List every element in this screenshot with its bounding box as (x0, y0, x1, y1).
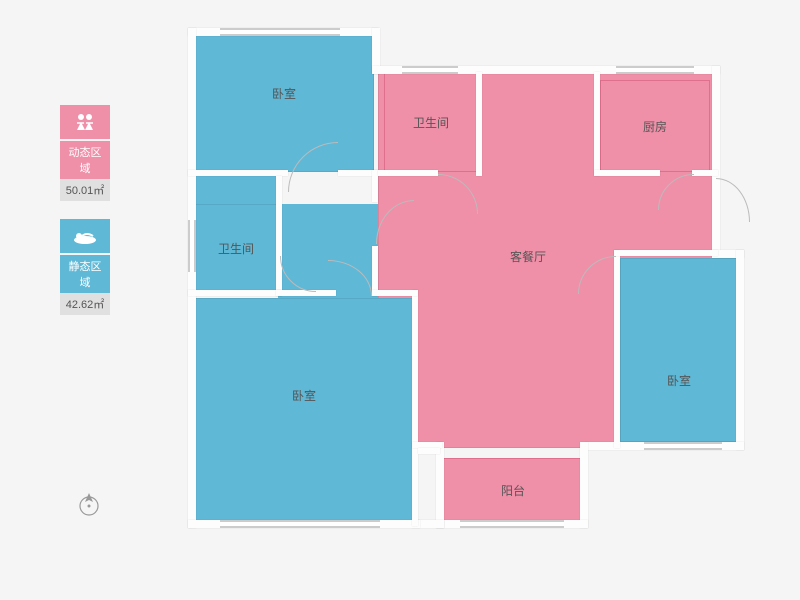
wall (476, 72, 482, 176)
wall (372, 290, 418, 296)
legend-dynamic: 动态区域 50.01㎡ (55, 105, 115, 201)
room-label: 厨房 (643, 118, 667, 135)
wall (436, 442, 444, 528)
wall (188, 28, 196, 528)
room-label: 阳台 (501, 482, 525, 499)
room-bedroom-bottom-left: 卧室 (194, 298, 414, 522)
room-connector-left (194, 172, 278, 204)
room-bedroom-top-left: 卧室 (194, 34, 374, 172)
wall (188, 290, 282, 296)
room-living-label-holder: 客餐厅 (510, 248, 546, 266)
wall (580, 442, 588, 528)
wall (372, 246, 378, 296)
room-label: 卧室 (667, 372, 691, 389)
wall (378, 170, 438, 176)
compass-icon (75, 490, 103, 518)
room-kitchen: 厨房 (600, 80, 710, 172)
window (402, 66, 458, 74)
room-label: 卧室 (292, 387, 316, 404)
wall (188, 170, 288, 176)
window (644, 442, 722, 450)
room-label: 卧室 (272, 85, 296, 102)
room-bathroom-top: 卫生间 (384, 72, 478, 172)
door-arc (438, 174, 478, 214)
legend-static-value: 42.62㎡ (60, 293, 110, 315)
door-arc (578, 256, 616, 294)
door-arc (376, 200, 414, 244)
wall (594, 170, 660, 176)
room-bathroom-left: 卫生间 (194, 204, 278, 292)
window (220, 28, 340, 36)
window (220, 520, 380, 528)
legend-panel: 动态区域 50.01㎡ 静态区域 42.62㎡ (55, 105, 115, 333)
window (188, 220, 196, 272)
door-arc (288, 142, 338, 192)
people-icon (60, 105, 110, 139)
wall (712, 66, 720, 256)
wall (692, 170, 718, 176)
room-bedroom-right: 卧室 (620, 258, 738, 442)
sleep-icon (60, 219, 110, 253)
wall (412, 290, 418, 526)
wall (594, 72, 600, 176)
room-label: 卫生间 (413, 114, 449, 131)
wall (736, 250, 744, 450)
door-arc (658, 174, 694, 210)
room-label: 卫生间 (218, 240, 254, 257)
floor-plan: 卧室 卫生间 厨房 客餐厅 卫生间 卧室 卧室 阳台 (180, 28, 750, 558)
wall (418, 448, 440, 454)
room-label: 客餐厅 (510, 250, 546, 264)
room-balcony: 阳台 (442, 458, 584, 522)
wall (614, 250, 718, 256)
door-arc (280, 256, 316, 292)
legend-dynamic-value: 50.01㎡ (60, 179, 110, 201)
door-arc (716, 178, 750, 222)
legend-static-label: 静态区域 (60, 255, 110, 293)
legend-static: 静态区域 42.62㎡ (55, 219, 115, 315)
door-arc (328, 260, 372, 296)
window (616, 66, 694, 74)
legend-dynamic-label: 动态区域 (60, 141, 110, 179)
window (460, 520, 564, 528)
